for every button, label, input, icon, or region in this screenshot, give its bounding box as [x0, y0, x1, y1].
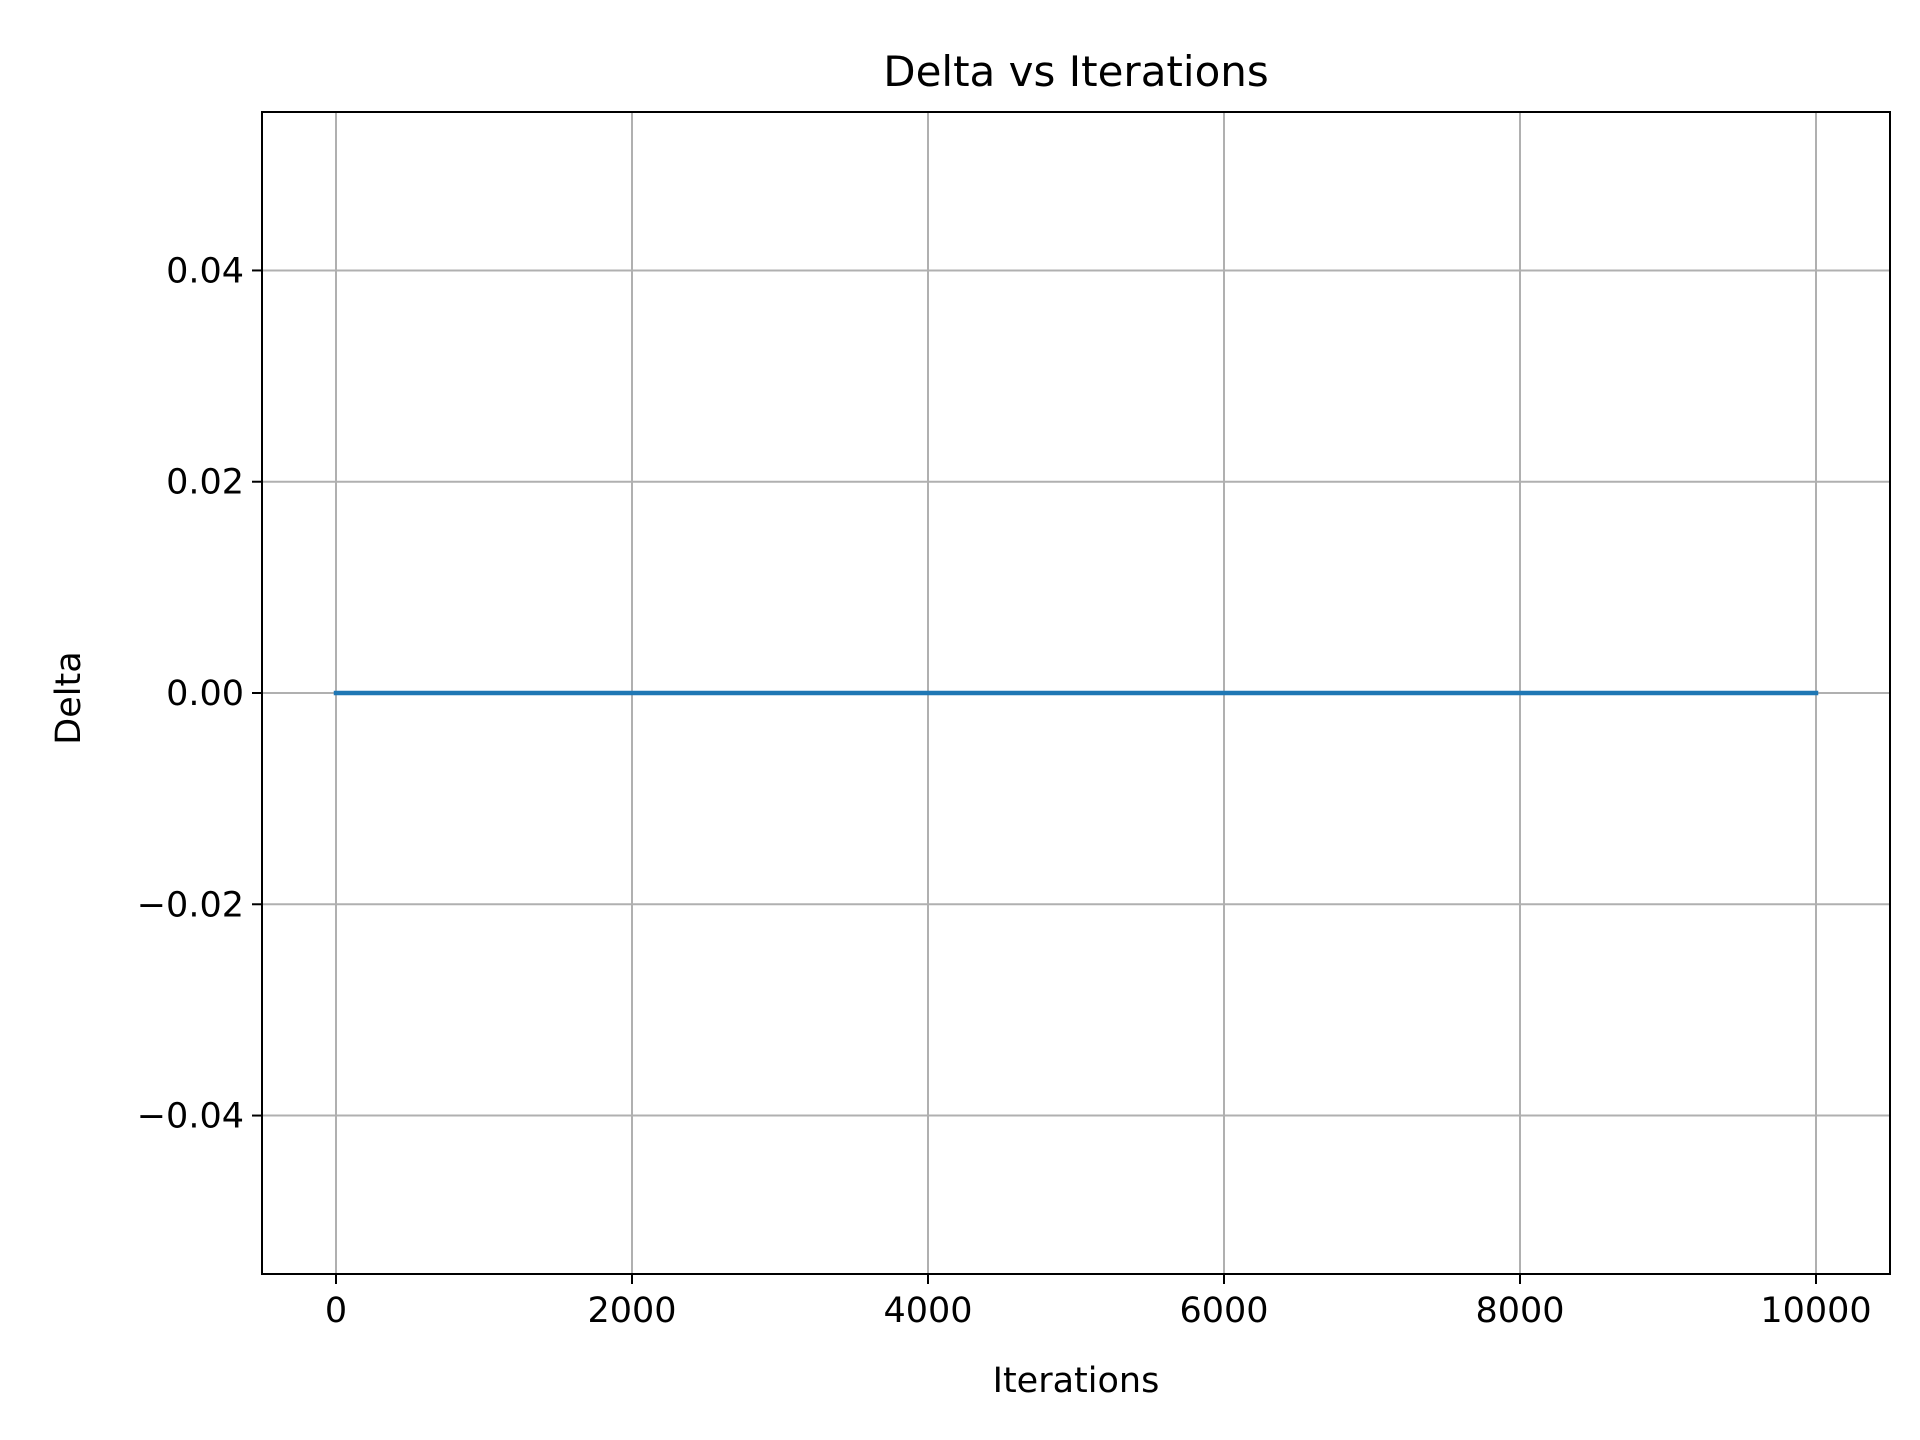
x-axis-title: Iterations — [993, 1361, 1160, 1401]
x-tick-label: 0 — [325, 1291, 347, 1331]
y-tick-label: 0.02 — [166, 463, 244, 503]
x-axis-ticks: 0 2000 4000 6000 8000 10000 — [325, 1274, 1872, 1331]
x-tick-label: 8000 — [1475, 1291, 1564, 1331]
x-tick-label: 6000 — [1179, 1291, 1268, 1331]
chart-title: Delta vs Iterations — [883, 47, 1269, 96]
x-tick-label: 10000 — [1760, 1291, 1871, 1331]
y-axis-ticks: −0.04 −0.02 0.00 0.02 0.04 — [137, 251, 262, 1137]
y-tick-label: −0.04 — [137, 1097, 244, 1137]
y-axis-title: Delta — [49, 651, 89, 744]
x-tick-label: 2000 — [587, 1291, 676, 1331]
y-tick-label: −0.02 — [137, 885, 244, 925]
y-tick-label: 0.00 — [166, 674, 244, 714]
y-tick-label: 0.04 — [166, 251, 244, 291]
x-tick-label: 4000 — [883, 1291, 972, 1331]
